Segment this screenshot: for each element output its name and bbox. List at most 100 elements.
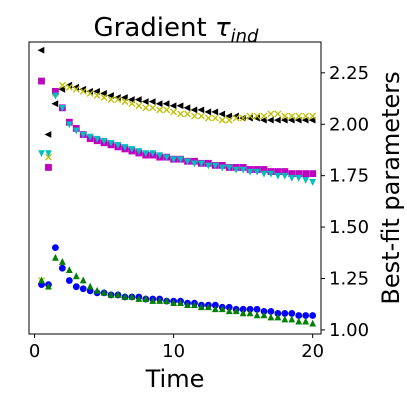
data-point-triangle-down — [114, 142, 122, 149]
data-point-triangle-left — [308, 116, 316, 124]
data-point-triangle-up — [211, 305, 219, 313]
data-point-circle — [260, 307, 268, 315]
data-point-triangle-down — [149, 150, 157, 158]
data-point-triangle-up — [184, 301, 191, 309]
data-point-triangle-up — [177, 299, 184, 306]
data-point-x — [177, 110, 185, 118]
data-point-x — [267, 110, 275, 118]
data-point-triangle-down — [260, 170, 268, 178]
y-tick-label: 1.25 — [329, 268, 369, 289]
data-point-circle — [65, 277, 73, 284]
data-point-triangle-down — [65, 121, 73, 129]
data-point-triangle-left — [51, 100, 59, 108]
data-point-triangle-down — [288, 174, 296, 182]
data-point-triangle-left — [58, 85, 66, 93]
data-point-triangle-left — [266, 116, 274, 124]
data-point-triangle-up — [121, 292, 129, 300]
data-point-x — [149, 104, 157, 112]
data-point-triangle-down — [128, 146, 136, 153]
data-point-triangle-up — [142, 295, 150, 302]
data-point-x — [295, 112, 303, 120]
data-point-x — [79, 87, 87, 95]
data-point-triangle-down — [163, 154, 171, 162]
y-tick-label: 1.50 — [329, 217, 369, 238]
data-point-circle — [288, 310, 296, 317]
data-point-triangle-up — [38, 276, 45, 284]
data-point-triangle-down — [170, 156, 178, 164]
x-axis-label: Time — [145, 365, 205, 393]
data-point-triangle-up — [302, 317, 310, 325]
chart-title-tau: τ — [215, 13, 231, 43]
data-point-x — [45, 153, 52, 161]
data-point-triangle-left — [100, 90, 107, 97]
y-tick-label: 2.00 — [329, 114, 369, 135]
data-point-square — [38, 77, 45, 85]
data-point-triangle-down — [198, 160, 205, 168]
data-point-circle — [58, 264, 66, 272]
data-point-triangle-down — [58, 105, 66, 112]
data-point-x — [135, 102, 143, 110]
data-point-triangle-down — [45, 150, 52, 158]
data-point-triangle-up — [114, 290, 122, 298]
data-point-triangle-down — [86, 133, 94, 141]
data-point-x — [121, 98, 129, 106]
data-point-triangle-down — [204, 162, 212, 170]
data-point-triangle-left — [301, 116, 309, 124]
data-point-x — [253, 112, 261, 120]
data-point-triangle-left — [204, 108, 212, 116]
data-point-triangle-down — [93, 135, 101, 143]
data-point-triangle-left — [287, 116, 295, 124]
data-point-square — [309, 170, 317, 178]
data-point-circle — [211, 301, 219, 309]
data-point-circle — [295, 312, 303, 319]
data-point-triangle-down — [135, 148, 143, 155]
data-point-triangle-left — [107, 92, 114, 99]
data-point-square — [295, 170, 303, 178]
data-point-triangle-up — [128, 292, 136, 300]
data-point-triangle-up — [260, 311, 268, 319]
data-point-triangle-down — [184, 158, 191, 166]
data-point-x — [93, 92, 101, 99]
y-tick-label: 2.25 — [329, 63, 369, 84]
data-point-x — [302, 112, 310, 120]
data-point-x — [184, 110, 191, 118]
data-point-triangle-left — [211, 108, 219, 116]
data-point-triangle-down — [302, 176, 310, 184]
data-point-x — [204, 114, 212, 122]
data-point-circle — [309, 312, 317, 319]
data-point-triangle-down — [295, 174, 303, 182]
data-point-triangle-up — [274, 313, 282, 321]
data-point-triangle-down — [239, 166, 247, 174]
data-point-circle — [239, 305, 247, 313]
data-point-square — [274, 168, 282, 175]
data-point-triangle-down — [121, 144, 129, 151]
data-point-triangle-up — [107, 290, 115, 298]
data-markers — [37, 46, 317, 327]
data-point-x — [142, 104, 150, 112]
data-point-triangle-left — [176, 102, 184, 110]
data-point-x — [86, 89, 94, 97]
data-point-x — [288, 112, 296, 120]
data-point-triangle-up — [149, 297, 157, 304]
data-point-triangle-up — [72, 272, 80, 280]
data-point-triangle-up — [170, 299, 178, 306]
data-point-circle — [52, 244, 59, 252]
data-point-square — [288, 170, 296, 178]
data-point-triangle-left — [141, 98, 149, 106]
data-point-square — [52, 87, 59, 95]
data-point-triangle-down — [225, 164, 233, 172]
data-point-circle — [225, 303, 233, 311]
data-point-triangle-left — [44, 131, 52, 138]
data-point-triangle-left — [134, 96, 142, 103]
data-point-triangle-down — [142, 150, 150, 158]
chart-title-main: Gradient — [94, 13, 215, 43]
data-point-triangle-up — [45, 282, 52, 290]
data-point-triangle-left — [120, 94, 128, 101]
data-point-triangle-up — [295, 317, 303, 325]
data-point-x — [211, 114, 219, 122]
chart-title: Gradient τind — [94, 13, 260, 47]
data-point-triangle-down — [79, 131, 87, 139]
data-point-triangle-down — [309, 179, 317, 186]
data-point-triangle-up — [65, 266, 73, 274]
